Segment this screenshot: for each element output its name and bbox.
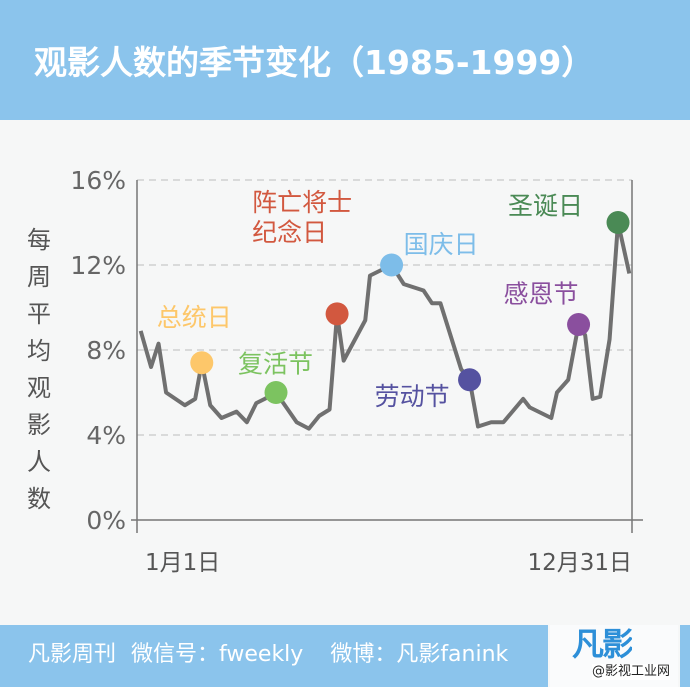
y-axis-label: 每周平均观影人数	[24, 222, 54, 518]
footer-edge	[680, 625, 690, 687]
data-point-marker	[606, 211, 630, 234]
y-tick-label: 16%	[70, 166, 126, 195]
y-axis-label-char: 观	[27, 374, 51, 402]
series-line	[138, 220, 632, 431]
data-point-marker	[380, 253, 404, 277]
annotation-label: 总统日	[157, 303, 232, 332]
watermark: @影视工业网	[592, 664, 671, 680]
x-tick-label: 12月31日	[527, 550, 632, 576]
annotation-label: 复活节	[238, 350, 313, 379]
y-tick-label: 8%	[86, 336, 126, 365]
y-axis-label-char: 人	[27, 448, 51, 476]
data-point-marker	[264, 381, 288, 404]
annotation-label: 国庆日	[404, 230, 479, 259]
footer-brand: 凡影周刊	[28, 642, 117, 667]
y-tick-label: 4%	[86, 421, 126, 450]
footer-banner: 凡影周刊 微信号：fweekly 微博：凡影fanink	[0, 625, 548, 687]
data-point-marker	[567, 313, 591, 336]
annotation-label: 阵亡将士	[252, 188, 352, 217]
data-point-marker	[325, 302, 349, 326]
annotation-label: 纪念日	[252, 218, 327, 247]
chart-title: 观影人数的季节变化（1985-1999）	[34, 43, 595, 82]
y-axis-label-char: 均	[27, 337, 51, 365]
y-tick-label: 12%	[70, 251, 126, 280]
logo-mark: 凡影	[572, 626, 633, 662]
annotation-label: 劳动节	[375, 382, 450, 411]
y-axis-label-char: 影	[27, 411, 51, 439]
footer-wechat: 微信号：fweekly	[131, 642, 304, 667]
y-axis-label-char: 平	[27, 300, 51, 328]
y-tick-label: 0%	[86, 506, 126, 535]
x-tick-label: 1月1日	[145, 550, 220, 576]
y-axis-label-char: 周	[27, 263, 51, 291]
annotation-label: 圣诞日	[508, 192, 583, 221]
footer-weibo: 微博：凡影fanink	[330, 642, 509, 667]
data-point-marker	[190, 351, 214, 375]
data-point-marker	[458, 368, 482, 392]
annotation-label: 感恩节	[504, 280, 579, 309]
y-axis-label-char: 数	[27, 485, 51, 513]
header-banner: 观影人数的季节变化（1985-1999）	[0, 0, 690, 120]
y-axis-label-char: 每	[27, 226, 51, 254]
